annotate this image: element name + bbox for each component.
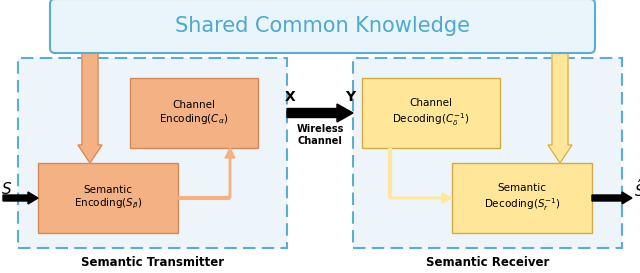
FancyArrow shape (3, 192, 38, 204)
FancyArrow shape (287, 104, 353, 122)
FancyBboxPatch shape (38, 163, 178, 233)
FancyBboxPatch shape (353, 58, 622, 248)
Text: Channel
Decoding$(C_{\delta}^{-1})$: Channel Decoding$(C_{\delta}^{-1})$ (392, 99, 470, 127)
FancyArrow shape (390, 193, 452, 203)
Text: Shared Common Knowledge: Shared Common Knowledge (175, 16, 470, 36)
Text: Semantic Receiver: Semantic Receiver (426, 256, 549, 269)
Text: X: X (285, 90, 296, 104)
FancyBboxPatch shape (362, 78, 500, 148)
Text: $\hat{S}$: $\hat{S}$ (634, 178, 640, 200)
FancyBboxPatch shape (130, 78, 258, 148)
FancyBboxPatch shape (50, 0, 595, 53)
FancyArrow shape (225, 148, 235, 198)
FancyBboxPatch shape (452, 163, 592, 233)
FancyBboxPatch shape (18, 58, 287, 248)
Text: $S$: $S$ (1, 181, 12, 197)
Text: Semantic
Decoding$(S_{r}^{-1})$: Semantic Decoding$(S_{r}^{-1})$ (484, 183, 560, 213)
FancyArrow shape (548, 48, 572, 163)
Text: Semantic Transmitter: Semantic Transmitter (81, 256, 224, 269)
FancyArrow shape (592, 192, 632, 204)
Text: Channel
Encoding$(C_{\alpha})$: Channel Encoding$(C_{\alpha})$ (159, 100, 228, 126)
Text: Wireless
Channel: Wireless Channel (296, 124, 344, 146)
FancyArrow shape (78, 48, 102, 163)
Text: Y: Y (345, 90, 355, 104)
Text: Semantic
Encoding$(S_{\beta})$: Semantic Encoding$(S_{\beta})$ (74, 185, 142, 211)
